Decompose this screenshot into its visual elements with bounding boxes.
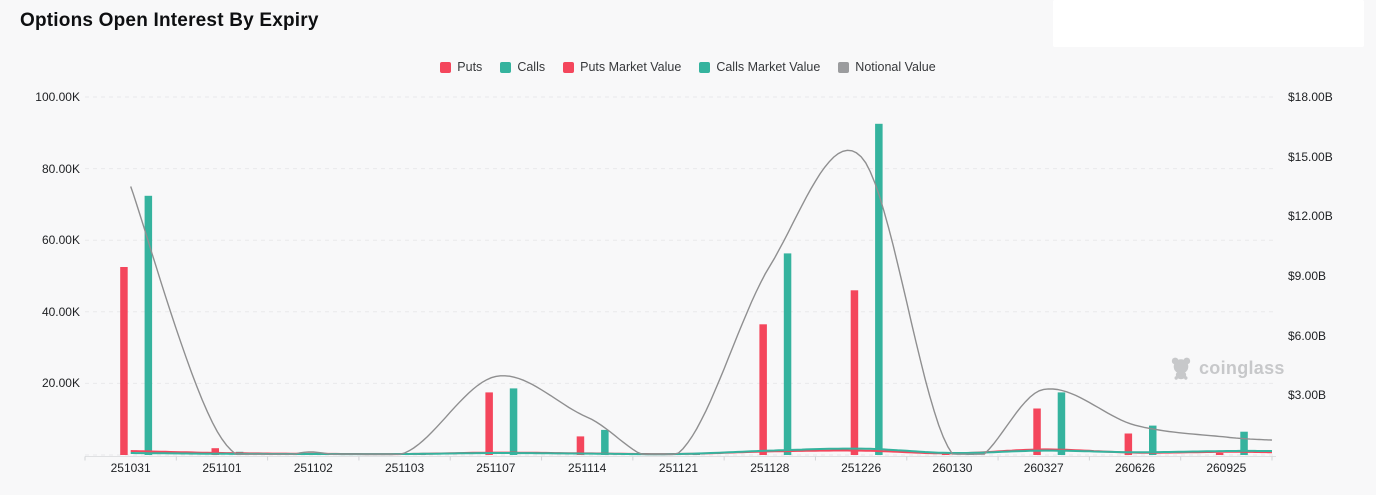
y-axis-right-tick: $18.00B <box>1288 90 1333 104</box>
legend-label: Calls Market Value <box>716 60 821 74</box>
legend-swatch-icon <box>563 61 575 73</box>
y-axis-left-tick: 100.00K <box>35 90 80 104</box>
puts-bar <box>211 448 219 455</box>
legend: Puts Calls Puts Market Value Calls Market V… <box>0 60 1376 74</box>
calls-bar <box>1149 425 1157 455</box>
puts-bar <box>485 392 493 455</box>
puts-bar <box>1215 452 1224 455</box>
calls-market-value-line <box>130 447 1272 456</box>
x-axis-tick: 260925 <box>1206 461 1247 475</box>
puts-bar <box>759 324 767 455</box>
puts-bar <box>1033 408 1041 455</box>
calls-bar <box>875 123 883 456</box>
legend-item-notional-value[interactable]: Notional Value <box>838 60 936 74</box>
chart-title: Options Open Interest By Expiry <box>20 10 319 31</box>
y-axis-right-tick: $6.00B <box>1288 328 1327 343</box>
legend-item-calls-market-value[interactable]: Calls Market Value <box>699 60 820 74</box>
x-axis-tick: 260130 <box>932 461 973 475</box>
puts-bar <box>576 436 585 455</box>
legend-swatch-icon <box>699 61 711 73</box>
puts-bar <box>1124 433 1133 455</box>
legend-label: Calls <box>517 60 546 74</box>
calls-bar <box>1057 392 1066 455</box>
toolbar-overlay <box>1053 0 1364 47</box>
y-axis-left-tick: 80.00K <box>41 161 80 176</box>
notional-value-line <box>130 149 1273 455</box>
y-axis-left-tick: 20.00K <box>41 376 80 391</box>
y-axis-left-tick: 60.00K <box>41 233 80 248</box>
x-axis-tick: 251107 <box>476 461 516 475</box>
calls-bar <box>601 429 609 455</box>
y-axis-left-tick: 40.00K <box>41 304 80 319</box>
legend-swatch-icon <box>500 61 512 73</box>
y-axis-right-tick: $9.00B <box>1288 269 1327 283</box>
watermark-text: coinglass <box>1199 357 1285 378</box>
x-axis-tick: 260626 <box>1115 461 1156 475</box>
x-axis-tick: 251114 <box>568 461 607 475</box>
puts-bar <box>942 453 950 455</box>
calls-bar <box>783 253 792 455</box>
legend-label: Puts Market Value <box>580 60 682 74</box>
legend-item-calls[interactable]: Calls <box>500 60 545 74</box>
y-axis-right-tick: $12.00B <box>1288 209 1333 224</box>
coinglass-logo-icon <box>1171 357 1191 380</box>
x-axis-tick: 251103 <box>384 461 425 475</box>
calls-bar <box>509 388 518 455</box>
x-axis-tick: 251101 <box>202 461 242 475</box>
puts-bar <box>120 267 128 455</box>
watermark: coinglass <box>1168 355 1285 381</box>
legend-label: Puts <box>457 60 483 74</box>
y-axis-right-tick: $15.00B <box>1288 149 1333 164</box>
x-axis-tick: 251031 <box>110 461 151 475</box>
legend-swatch-icon <box>440 61 452 73</box>
x-axis-tick: 251102 <box>293 461 333 475</box>
legend-label: Notional Value <box>855 60 936 74</box>
legend-swatch-icon <box>838 61 850 73</box>
calls-bar <box>144 195 153 456</box>
x-axis-tick: 260327 <box>1023 461 1064 475</box>
legend-item-puts[interactable]: Puts <box>440 60 482 74</box>
calls-bar <box>1240 431 1248 455</box>
y-axis-right-tick: $3.00B <box>1288 388 1327 403</box>
puts-bar <box>850 290 859 455</box>
x-axis-tick: 251226 <box>841 461 882 475</box>
legend-item-puts-market-value[interactable]: Puts Market Value <box>563 60 681 74</box>
x-axis-tick: 251121 <box>658 461 699 475</box>
x-axis-tick: 251128 <box>750 461 790 475</box>
